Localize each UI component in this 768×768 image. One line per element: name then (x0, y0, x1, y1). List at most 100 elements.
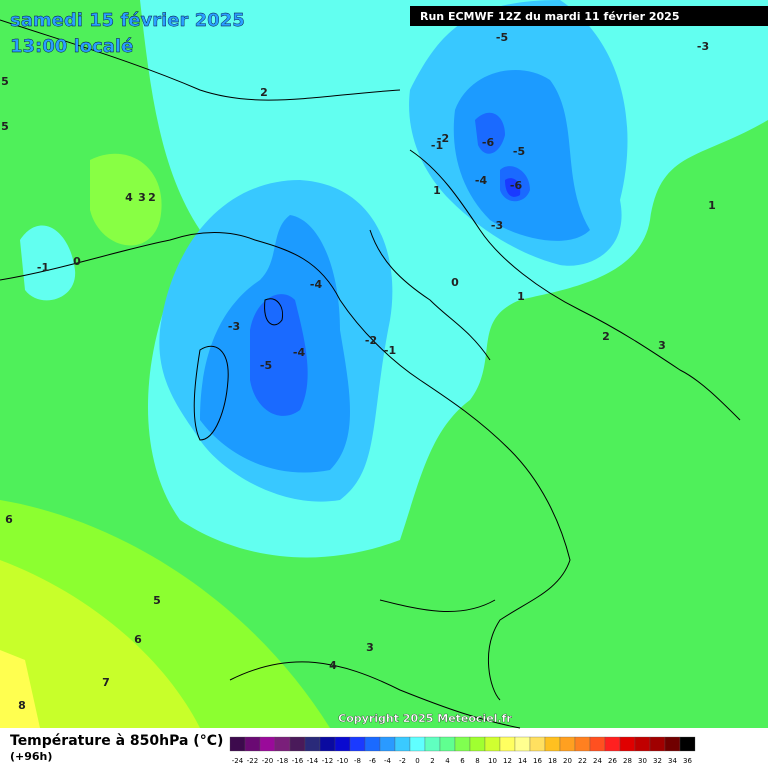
scale-tick-label: -18 (277, 757, 288, 765)
scale-tick-label: 20 (563, 757, 572, 765)
contour-label: -4 (310, 278, 323, 291)
contour-label: -5 (513, 145, 525, 158)
scale-tick-label: 12 (503, 757, 512, 765)
scale-tick-label: -16 (292, 757, 304, 765)
scale-tick-label: 2 (430, 757, 434, 765)
contour-label: 8 (18, 699, 26, 712)
scale-tick-label: 34 (668, 757, 677, 765)
scale-tick-label: 10 (488, 757, 497, 765)
color-swatch (499, 736, 516, 752)
color-swatch (559, 736, 576, 752)
contour-label: 0 (451, 276, 459, 289)
color-swatch (529, 736, 546, 752)
color-swatch (649, 736, 666, 752)
color-swatch (469, 736, 486, 752)
contour-label: -6 (510, 179, 523, 192)
forecast-time: 13:00 localé (10, 36, 133, 57)
contour-label: -5 (496, 31, 508, 44)
scale-tick-label: -20 (262, 757, 273, 765)
scale-tick-label: 26 (608, 757, 617, 765)
contour-label: 6 (5, 513, 13, 526)
scale-tick-label: 32 (653, 757, 662, 765)
contour-label: 2 (602, 330, 610, 343)
scale-tick-label: -22 (247, 757, 258, 765)
contour-label: 1 (433, 184, 441, 197)
color-swatch (679, 736, 696, 752)
scale-tick-label: 24 (593, 757, 602, 765)
color-swatch (289, 736, 306, 752)
run-info: Run ECMWF 12Z du mardi 11 février 2025 (420, 10, 679, 23)
color-swatch (379, 736, 396, 752)
contour-label: -3 (697, 40, 709, 53)
contour-label: -1 (431, 139, 443, 152)
contour-label: 4 (125, 191, 133, 204)
contour-label: -4 (293, 346, 306, 359)
contour-label: 7 (102, 676, 110, 689)
contour-label: 6 (134, 633, 142, 646)
scale-tick-label: 30 (638, 757, 647, 765)
scale-tick-label: -6 (369, 757, 377, 765)
scale-tick-label: 6 (460, 757, 465, 765)
color-swatch (394, 736, 411, 752)
contour-label: 4 (329, 659, 337, 672)
scale-tick-label: 8 (475, 757, 479, 765)
scale-tick-label: 14 (518, 757, 527, 765)
legend-title: Température à 850hPa (°C) (10, 733, 223, 749)
scale-tick-label: -2 (399, 757, 406, 765)
scale-tick-label: 16 (533, 757, 542, 765)
contour-label: -3 (228, 320, 240, 333)
color-swatch (409, 736, 426, 752)
color-swatch (514, 736, 531, 752)
temperature-field (0, 0, 768, 728)
color-swatch (304, 736, 321, 752)
contour-label: -6 (482, 136, 495, 149)
contour-label: -5 (260, 359, 272, 372)
color-swatch (574, 736, 591, 752)
contour-label: -4 (475, 174, 488, 187)
scale-tick-label: 0 (415, 757, 419, 765)
contour-label: 3 (138, 191, 146, 204)
scale-tick-label: -8 (354, 757, 361, 765)
contour-label: -1 (37, 261, 49, 274)
contour-label: 3 (658, 339, 666, 352)
color-swatch (319, 736, 336, 752)
scale-tick-label: -4 (384, 757, 392, 765)
forecast-date: samedi 15 février 2025 (10, 10, 245, 31)
legend-lead: (+96h) (10, 750, 52, 763)
scale-tick-label: 4 (445, 757, 450, 765)
contour-label: 5 (1, 120, 9, 133)
contour-label: 0 (73, 255, 81, 268)
scale-tick-label: -24 (232, 757, 244, 765)
contour-label: 1 (708, 199, 716, 212)
contour-label: 5 (1, 75, 9, 88)
scale-tick-label: 28 (623, 757, 632, 765)
color-swatch (544, 736, 561, 752)
contour-label: -2 (437, 132, 449, 145)
contour-label: 2 (148, 191, 156, 204)
scale-tick-label: 18 (548, 757, 557, 765)
color-scale: -24 -22 -20 -18 -16 -14 -12 -10 -8 -6 -4 -2 0 2 4 6 8 10 1… (229, 736, 696, 765)
color-swatch (274, 736, 291, 752)
copyright: Copyright 2025 Meteociel.fr (338, 712, 512, 725)
color-swatch (619, 736, 636, 752)
color-swatch (589, 736, 606, 752)
color-swatch (604, 736, 621, 752)
contour-label: 3 (366, 641, 374, 654)
scale-tick-label: -12 (322, 757, 333, 765)
scale-tick-label: 36 (683, 757, 692, 765)
scale-tick-label: -14 (307, 757, 319, 765)
color-swatch (439, 736, 456, 752)
color-swatch (424, 736, 441, 752)
color-swatch (664, 736, 681, 752)
contour-label: -3 (491, 219, 503, 232)
color-swatch (364, 736, 381, 752)
color-swatch (244, 736, 261, 752)
coastlines (0, 19, 741, 729)
contour-labels: -5-32-2-1 -6-5-4 -614 3 2-31-1 001-4-3-2-123-… (1, 31, 716, 712)
color-swatch (454, 736, 471, 752)
color-swatch (229, 736, 246, 752)
contour-label: 2 (260, 86, 268, 99)
run-banner (410, 6, 768, 26)
contour-label: -2 (365, 334, 377, 347)
